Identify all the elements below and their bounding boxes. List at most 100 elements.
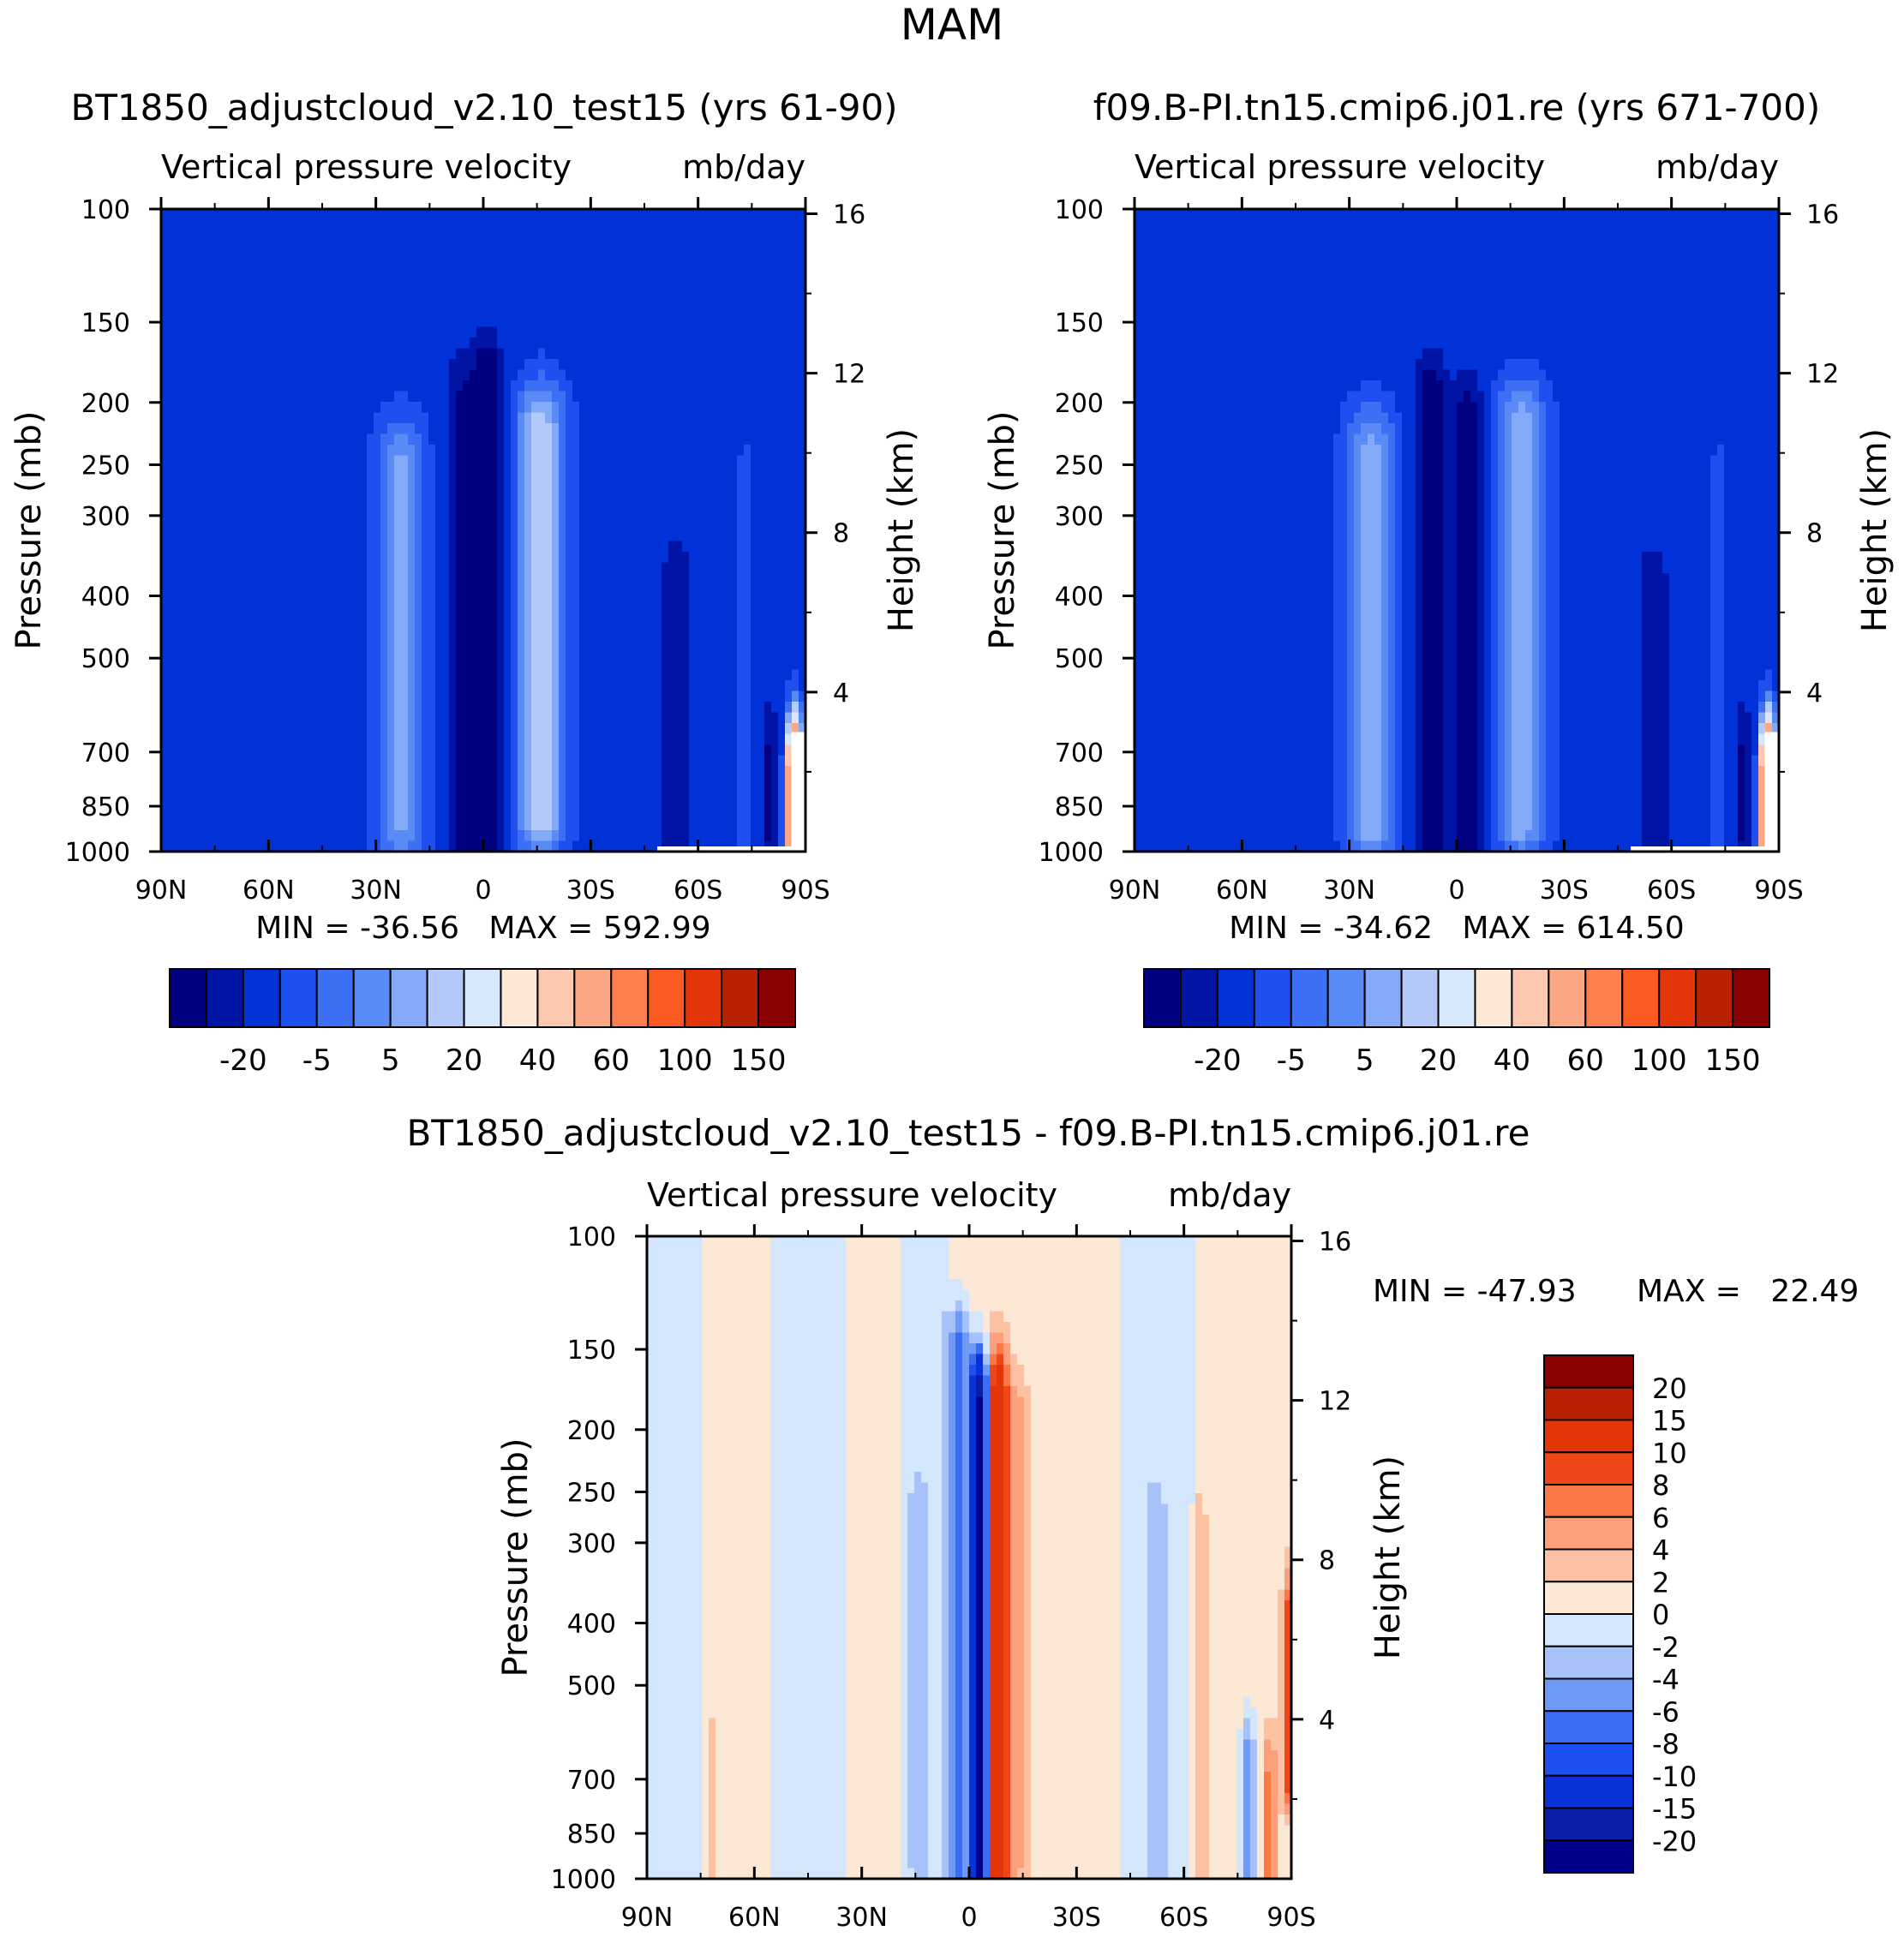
colorbar-box <box>1363 968 1403 1028</box>
x-tick-label: 0 <box>1448 876 1464 906</box>
height-tick-label: 4 <box>1806 679 1823 708</box>
panel-left-units: mb/day <box>682 148 805 186</box>
x-tick-label: 0 <box>961 1903 977 1933</box>
colorbar-box <box>536 968 576 1028</box>
y-tick-label: 850 <box>81 792 130 822</box>
x-tick-label: 60S <box>674 876 722 906</box>
colorbar-label: 20 <box>446 1043 482 1078</box>
x-tick-label: 30S <box>1540 876 1589 906</box>
colorbar-label: 4 <box>1652 1534 1669 1567</box>
colorbar-box <box>757 968 797 1028</box>
height-tick-label: 16 <box>1319 1227 1351 1257</box>
y-tick-label: 500 <box>567 1671 616 1701</box>
x-tick-label: 90N <box>621 1903 674 1933</box>
colorbar-box <box>1695 968 1734 1028</box>
y-tick-label: 400 <box>81 583 130 613</box>
height-tick-label: 8 <box>833 519 849 549</box>
x-tick-label: 30S <box>1052 1903 1101 1933</box>
colorbar-box <box>1543 1451 1634 1486</box>
colorbar-box <box>1216 968 1255 1028</box>
panel-left-colorbar: -20 -5 5 20 40 60 100 150 <box>169 968 797 1078</box>
panel-right-colorbar: -20 -5 5 20 40 60 100 150 <box>1143 968 1771 1078</box>
colorbar-box <box>684 968 723 1028</box>
colorbar-box <box>1179 968 1218 1028</box>
colorbar-label: -2 <box>1652 1631 1679 1664</box>
panel-diff-min: MIN = -47.93 <box>1373 1274 1577 1309</box>
colorbar-label: 20 <box>1652 1372 1687 1405</box>
colorbar-label: -10 <box>1652 1761 1697 1793</box>
colorbar-label: 10 <box>1652 1437 1687 1469</box>
y-tick-label: 400 <box>1055 583 1104 613</box>
x-tick-label: 60S <box>1647 876 1696 906</box>
colorbar-box <box>1143 968 1182 1028</box>
colorbar-box <box>1543 1710 1634 1744</box>
y-tick-label: 400 <box>567 1610 616 1640</box>
colorbar-box <box>1543 1613 1634 1647</box>
colorbar-label: 5 <box>381 1043 400 1078</box>
panel-diff-case-title: BT1850_adjustcloud_v2.10_test15 - f09.B-… <box>406 1112 1530 1154</box>
x-tick-label: 90S <box>781 876 829 906</box>
topography-mask <box>791 732 805 852</box>
panel-diff-max: MAX = 22.49 <box>1637 1274 1859 1309</box>
y-tick-label: 100 <box>81 195 130 225</box>
colorbar-box <box>1400 968 1440 1028</box>
y-tick-label: 850 <box>1055 792 1104 822</box>
x-tick-label: 30S <box>566 876 615 906</box>
colorbar-box <box>1543 1581 1634 1615</box>
panel-left-ylabel-right: Height (km) <box>882 428 921 632</box>
panel-diff-ylabel-right: Height (km) <box>1368 1456 1408 1659</box>
y-tick-label: 850 <box>567 1820 616 1850</box>
colorbar-box <box>278 968 318 1028</box>
colorbar-box <box>169 968 207 1028</box>
panel-diff-units: mb/day <box>1168 1176 1291 1214</box>
x-tick-label: 90S <box>1266 1903 1315 1933</box>
topography-mask <box>1764 732 1779 852</box>
colorbar-box <box>1543 1774 1634 1809</box>
height-tick-label: 4 <box>833 679 849 708</box>
x-tick-label: 60N <box>242 876 295 906</box>
height-tick-label: 8 <box>1319 1546 1335 1576</box>
colorbar-label: 2 <box>1652 1566 1669 1599</box>
colorbar-box <box>1621 968 1661 1028</box>
y-tick-label: 300 <box>1055 502 1104 532</box>
colorbar-label: -20 <box>1194 1043 1242 1078</box>
y-tick-label: 700 <box>567 1766 616 1796</box>
y-tick-label: 1000 <box>551 1865 616 1895</box>
colorbar-box <box>1658 968 1697 1028</box>
y-tick-label: 1000 <box>1039 838 1104 868</box>
page-title: MAM <box>901 0 1003 50</box>
y-tick-label: 1000 <box>65 838 130 868</box>
colorbar-box <box>1543 1743 1634 1777</box>
colorbar-box <box>1474 968 1513 1028</box>
y-tick-label: 200 <box>567 1416 616 1446</box>
y-tick-label: 300 <box>81 502 130 532</box>
panel-diff-ylabel: Pressure (mb) <box>496 1438 536 1677</box>
colorbar-box <box>1548 968 1587 1028</box>
colorbar-label: 0 <box>1652 1599 1669 1631</box>
x-tick-label: 90N <box>135 876 188 906</box>
colorbar-label: 5 <box>1356 1043 1374 1078</box>
colorbar-label: 100 <box>1632 1043 1687 1078</box>
colorbar-label: -5 <box>302 1043 332 1078</box>
x-tick-label: 30N <box>1323 876 1375 906</box>
colorbar-label: 150 <box>1705 1043 1761 1078</box>
colorbar-box <box>352 968 392 1028</box>
height-tick-label: 12 <box>1319 1387 1351 1417</box>
colorbar-box <box>242 968 281 1028</box>
y-tick-label: 500 <box>1055 644 1104 674</box>
panel-right-units: mb/day <box>1656 148 1779 186</box>
panel-right-plot: 90N 60N 30N 0 30S 60S 90S 100 150 200 250 300 400 500… <box>1039 195 1840 906</box>
colorbar-box <box>1543 1645 1634 1680</box>
panel-diff: BT1850_adjustcloud_v2.10_test15 - f09.B-… <box>406 1112 1859 1933</box>
colorbar-label: -20 <box>219 1043 267 1078</box>
panel-left: BT1850_adjustcloud_v2.10_test15 (yrs 61-… <box>9 87 921 1078</box>
colorbar-label: -8 <box>1652 1728 1679 1761</box>
height-tick-label: 12 <box>1806 360 1839 390</box>
colorbar-box <box>1253 968 1292 1028</box>
y-tick-label: 100 <box>567 1223 616 1252</box>
colorbar-box <box>1543 1548 1634 1583</box>
colorbar-label: -4 <box>1652 1664 1679 1696</box>
colorbar-label: 100 <box>657 1043 713 1078</box>
colorbar-box <box>205 968 244 1028</box>
